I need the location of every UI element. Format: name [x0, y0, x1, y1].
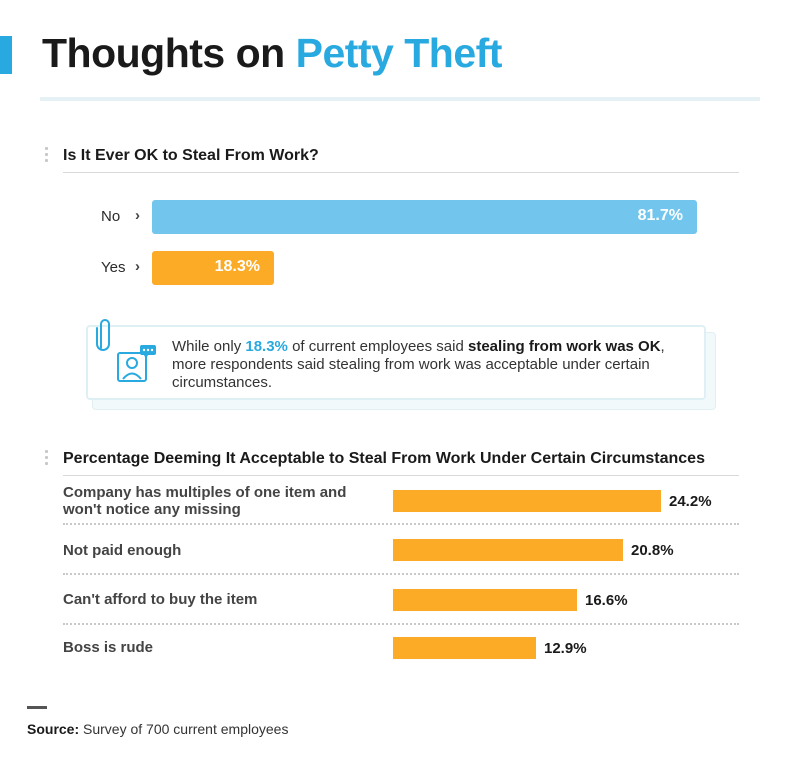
callout-bold-text: stealing from work was OK — [468, 338, 661, 355]
chevron-right-icon: › — [135, 258, 140, 275]
row-label: Company has multiples of one item and wo… — [63, 484, 347, 518]
bar-category-label: Yes — [101, 259, 126, 276]
title-text: Thoughts on — [42, 30, 296, 76]
title-accent-text: Petty Theft — [295, 30, 503, 76]
callout-text-part: , more respondents said stealing from wo… — [172, 338, 665, 391]
row-label: Not paid enough — [63, 542, 182, 559]
chevron-right-icon: › — [135, 207, 140, 224]
row-divider — [63, 623, 739, 625]
bar-value-label: 24.2% — [669, 493, 712, 510]
bar-yes: 18.3% — [152, 251, 274, 285]
page-title: Thoughts on Petty Theft — [42, 30, 502, 77]
callout-text: While only 18.3% of current employees sa… — [172, 338, 702, 392]
title-divider — [40, 97, 760, 101]
bar — [393, 490, 661, 512]
paperclip-icon — [96, 319, 110, 351]
bar-value-label: 12.9% — [544, 640, 587, 657]
row-divider — [63, 573, 739, 575]
employee-chat-icon — [117, 345, 156, 382]
callout-box — [86, 325, 706, 400]
chart2-divider — [63, 475, 739, 476]
row-divider — [63, 523, 739, 525]
footer-divider — [27, 706, 47, 709]
bar — [393, 539, 623, 561]
source-label: Source: — [27, 721, 80, 737]
row-label: Can't afford to buy the item — [63, 591, 258, 608]
bar — [393, 637, 536, 659]
bar-category-label: No — [101, 208, 121, 225]
source-note: Source: Survey of 700 current employees — [27, 721, 288, 737]
section-dots-icon — [45, 147, 48, 165]
section-dots-icon — [45, 450, 48, 468]
callout-highlight-value: 18.3% — [245, 338, 288, 355]
chart1-divider — [63, 172, 739, 173]
bar — [393, 589, 577, 611]
bar-value-label: 81.7% — [637, 207, 683, 224]
source-text: Survey of 700 current employees — [79, 721, 289, 737]
callout-text-part: of current employees said — [287, 338, 468, 355]
bar-no: 81.7% — [152, 200, 697, 234]
bar-value-label: 16.6% — [585, 592, 628, 609]
chart1-title: Is It Ever OK to Steal From Work? — [63, 147, 319, 164]
title-accent-bar — [0, 36, 12, 74]
callout-text-part: While only — [172, 338, 246, 355]
row-label: Boss is rude — [63, 639, 154, 656]
chart2-title: Percentage Deeming It Acceptable to Stea… — [63, 450, 705, 467]
bar-value-label: 18.3% — [214, 258, 260, 275]
bar-value-label: 20.8% — [631, 542, 674, 559]
